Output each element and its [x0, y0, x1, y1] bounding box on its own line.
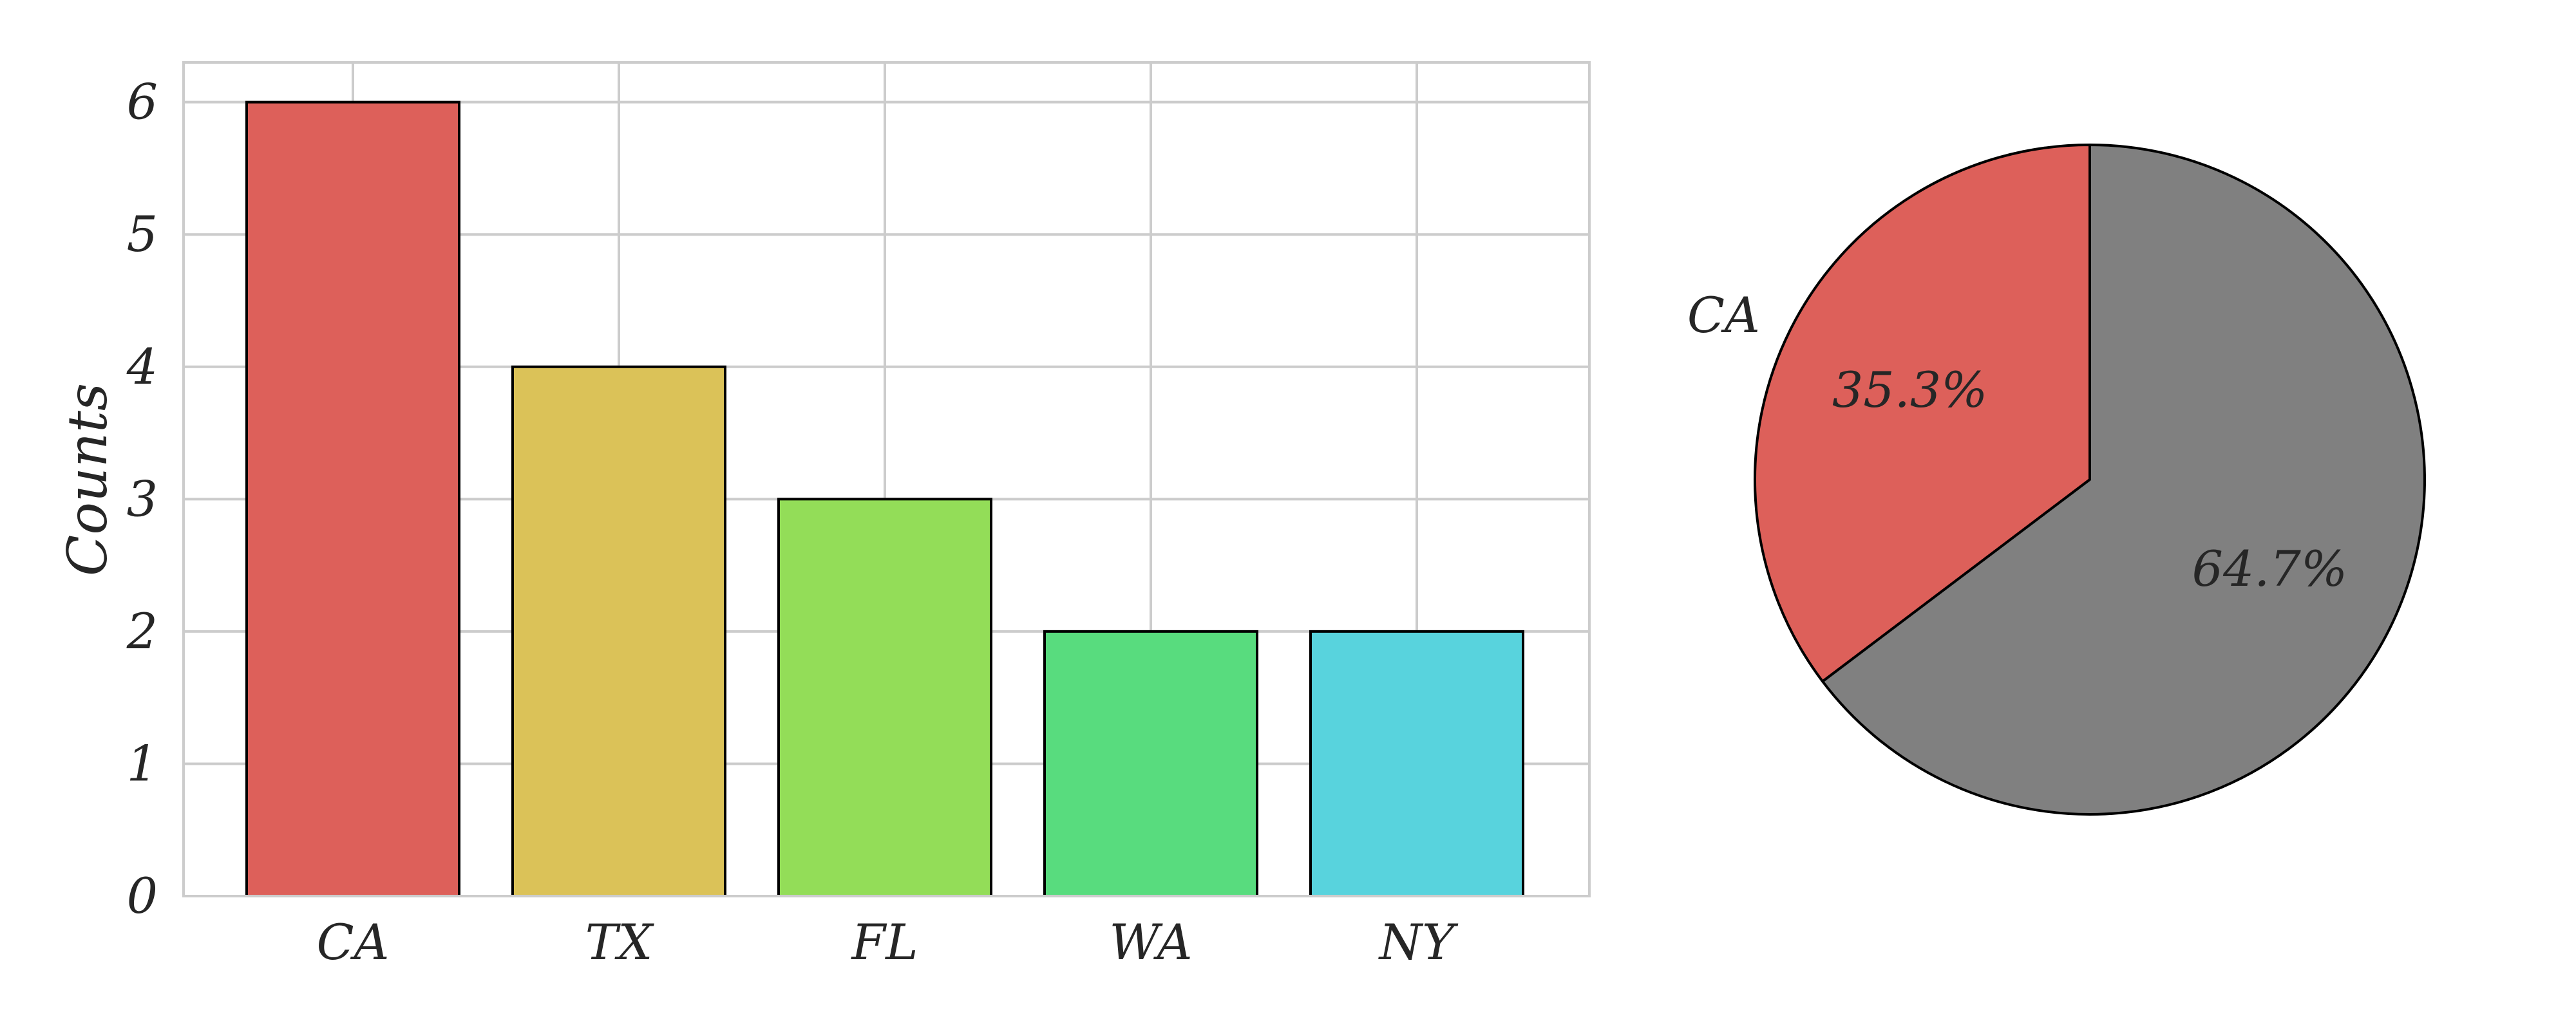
x-tick-label: TX: [585, 913, 655, 971]
pie-slice-other: [1821, 144, 2426, 816]
y-tick-label: 3: [127, 470, 158, 527]
x-tick-label: WA: [1109, 913, 1192, 971]
bar-ca: [245, 100, 460, 898]
y-tick-label: 0: [127, 867, 158, 924]
x-tick-labels: CA TX FL WA NY: [316, 913, 1459, 971]
pie-pct-label: 64.7%: [2192, 540, 2347, 597]
y-tick-label: 1: [127, 735, 158, 792]
y-tick-label: 4: [126, 338, 158, 395]
pie-chart: 35.3% CA 64.7%: [1687, 144, 2426, 816]
x-tick-label: FL: [850, 913, 918, 971]
bar-ny: [1309, 630, 1524, 898]
pie-slice-label: CA: [1687, 286, 1760, 344]
pie-slice-ca: [1754, 144, 2091, 683]
y-tick-labels: 0 1 2 3 4 5 6: [126, 73, 158, 924]
plot-frame: [182, 61, 1591, 897]
y-axis-label: Counts: [56, 383, 119, 576]
bar-tx: [511, 365, 726, 897]
bar-wa: [1043, 630, 1258, 898]
bar-chart: 0 1 2 3 4 5 6 CA TX FL WA NY Counts: [56, 61, 1591, 971]
y-tick-label: 2: [126, 603, 158, 660]
y-tick-label: 6: [127, 73, 158, 131]
x-tick-label: CA: [316, 913, 389, 971]
pie-pct-label: 35.3%: [1832, 361, 1987, 418]
y-tick-label: 5: [127, 205, 158, 263]
bars: [245, 100, 1524, 898]
x-tick-label: NY: [1378, 913, 1459, 971]
bar-fl: [777, 498, 992, 897]
